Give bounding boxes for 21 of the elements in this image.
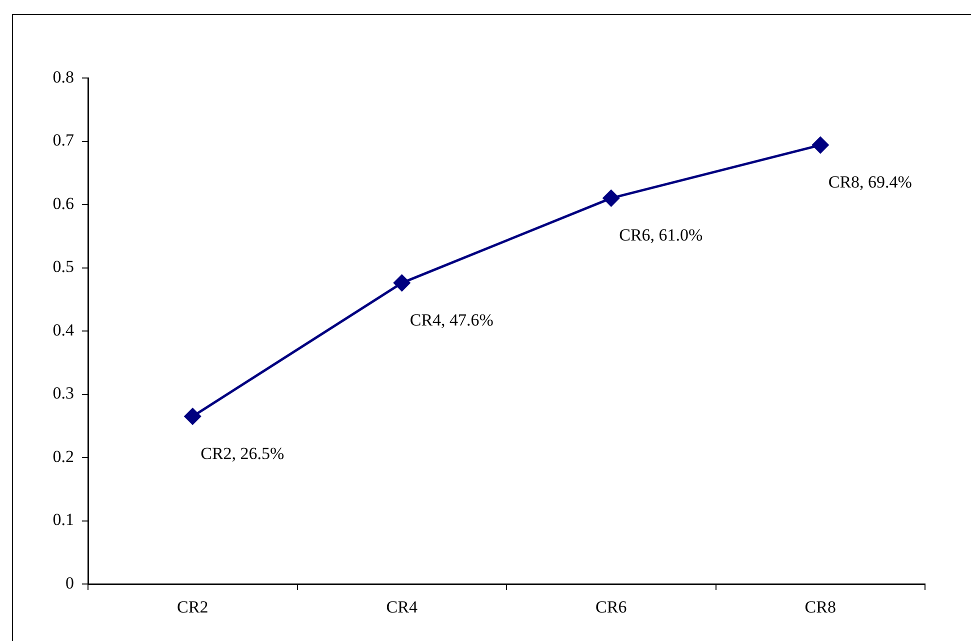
x-tick-label: CR2 — [177, 598, 208, 617]
x-tick-label: CR4 — [386, 598, 418, 617]
y-tick-label: 0.5 — [52, 257, 74, 276]
point — [394, 274, 410, 292]
x-tick-label: CR8 — [804, 598, 836, 617]
y-tick-label: 0.3 — [52, 384, 74, 403]
y-tick-label: 0.1 — [52, 510, 74, 530]
point — [184, 408, 201, 425]
y-tick-label: 0.7 — [52, 130, 74, 150]
data-label: CR6, 61.0% — [619, 226, 703, 245]
x-tick-label: CR6 — [596, 598, 627, 617]
data-label: CR8, 69.4% — [828, 172, 912, 192]
y-tick-label: 0.2 — [52, 446, 74, 466]
y-tick-label: 0.4 — [52, 320, 74, 340]
y-tick-label: 0 — [66, 573, 74, 592]
data-label: CR4, 47.6% — [410, 310, 494, 330]
point — [602, 190, 620, 206]
data-label: CR2, 26.5% — [200, 444, 284, 463]
y-tick-label: 0.8 — [52, 67, 74, 86]
point — [812, 136, 829, 154]
y-tick-label: 0.6 — [52, 194, 74, 213]
